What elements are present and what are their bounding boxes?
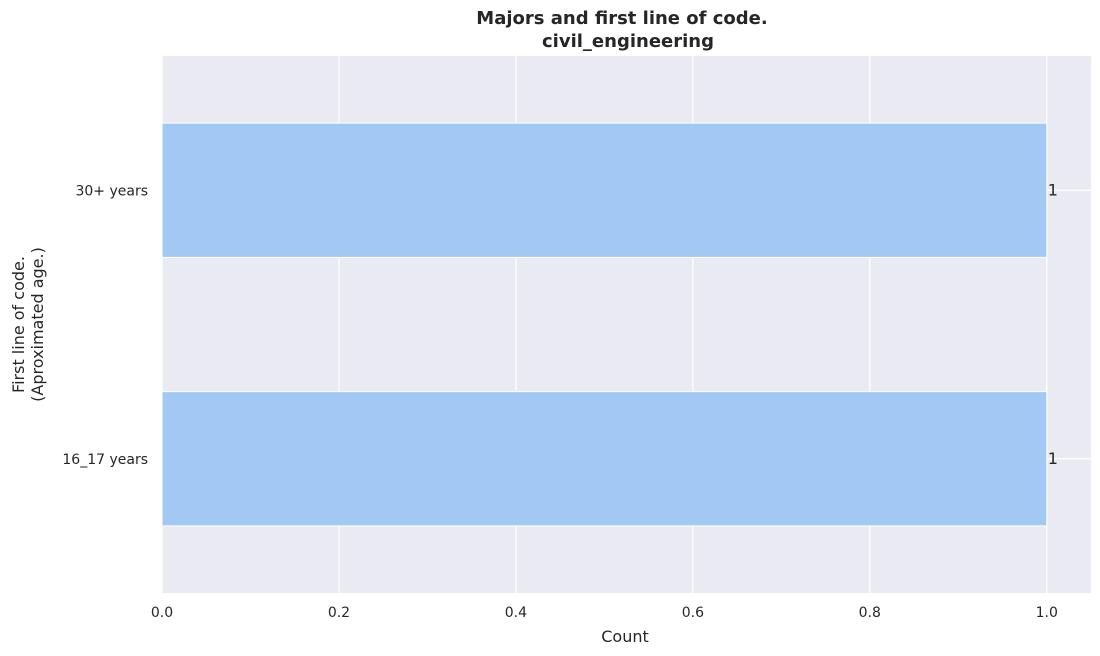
x-tick-label: 0.6 [682, 605, 704, 621]
data-label: 1 [1048, 449, 1058, 468]
bar [162, 123, 1047, 257]
y-axis-label: First line of code. (Aproximated age.) [9, 247, 47, 402]
y-axis-label-line: First line of code. [9, 256, 28, 393]
chart-title: Majors and first line of code. [476, 8, 767, 29]
x-tick-label: 0.2 [328, 605, 350, 621]
x-ticks: 0.0 0.2 0.4 0.6 0.8 1.0 [151, 605, 1058, 621]
x-tick-label: 1.0 [1036, 605, 1058, 621]
x-tick-label: 0.0 [151, 605, 173, 621]
x-tick-label: 0.8 [859, 605, 881, 621]
x-tick-label: 0.4 [505, 605, 527, 621]
chart-subtitle: civil_engineering [542, 31, 714, 52]
data-label: 1 [1048, 180, 1058, 199]
x-axis-label: Count [601, 627, 649, 646]
y-axis-label-line: (Aproximated age.) [28, 247, 47, 402]
y-ticks: 16_17 years 30+ years [62, 183, 148, 468]
bar [162, 392, 1047, 526]
y-tick-label: 16_17 years [62, 452, 148, 468]
y-tick-label: 30+ years [75, 183, 148, 199]
